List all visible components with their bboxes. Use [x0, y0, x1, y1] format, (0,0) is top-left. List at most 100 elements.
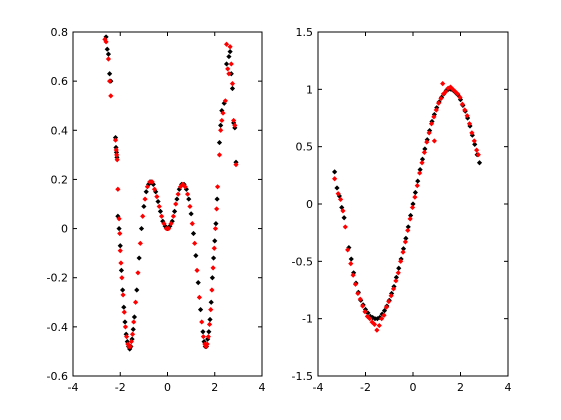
data-point [472, 141, 478, 147]
data-point [431, 114, 437, 120]
data-point [421, 149, 427, 155]
data-point [149, 179, 155, 185]
data-point [462, 107, 468, 113]
data-point [209, 287, 215, 293]
data-point [188, 211, 194, 217]
data-point [402, 239, 408, 245]
left-scatter-plot: -4 -2 0 2 4 -0.6 -0.4 -0.2 0 0.2 0.4 0.6 0.8 [47, 26, 266, 394]
x-tick-label: 4 [505, 381, 512, 394]
data-point [151, 186, 158, 192]
data-point [469, 130, 475, 136]
y-tick-label: 0 [61, 223, 68, 236]
data-point [184, 191, 191, 197]
y-tick-label: 0.2 [51, 173, 69, 186]
data-point [129, 331, 136, 337]
data-point [113, 147, 119, 153]
data-point [379, 316, 385, 322]
data-point [210, 255, 217, 261]
x-tick-label: 2 [211, 381, 218, 394]
data-point [182, 184, 188, 190]
data-point [117, 248, 123, 254]
data-point [117, 243, 123, 249]
data-point [125, 341, 131, 347]
data-point [371, 321, 378, 327]
data-point [357, 296, 363, 302]
data-point [227, 44, 233, 50]
data-point [173, 201, 179, 207]
data-point [194, 267, 200, 273]
data-point [405, 224, 411, 230]
data-point [142, 196, 148, 202]
data-point [208, 299, 214, 305]
data-point [464, 113, 470, 119]
data-point [116, 216, 122, 222]
data-point [156, 203, 162, 210]
data-point [192, 240, 198, 246]
data-point [426, 130, 432, 136]
x-tick-label: -4 [313, 381, 324, 394]
data-point [116, 225, 122, 232]
data-point [431, 138, 437, 144]
data-point [122, 319, 128, 325]
data-point [114, 152, 120, 158]
data-point [341, 215, 347, 221]
data-point [216, 139, 223, 146]
y-tick-label: -0.6 [47, 370, 68, 383]
data-point [190, 230, 197, 237]
data-point [417, 167, 423, 173]
data-point [369, 319, 375, 325]
data-point [200, 329, 206, 335]
data-point [227, 49, 233, 55]
data-point [226, 53, 232, 60]
data-point [364, 313, 370, 319]
data-point [408, 212, 414, 219]
data-point [175, 191, 181, 197]
data-point [474, 147, 480, 153]
data-point [352, 281, 359, 287]
data-point [128, 339, 134, 345]
y-tick-label: 0.6 [51, 75, 69, 88]
data-point [104, 46, 110, 52]
data-point [208, 307, 214, 313]
data-point [133, 299, 139, 305]
data-point [409, 204, 416, 211]
data-point [337, 196, 344, 203]
data-point [393, 274, 399, 280]
data-point [127, 343, 133, 350]
data-point [422, 146, 428, 152]
data-point [440, 81, 446, 87]
series-red [102, 36, 239, 350]
right-scatter-plot: -4 -2 0 2 4 -1.5 -1 -0.5 0 0.5 1 1.5 [292, 26, 512, 394]
data-point [386, 298, 392, 305]
data-point [360, 303, 366, 309]
data-point [209, 275, 215, 281]
data-point [226, 71, 232, 77]
y-tick-label: 0.5 [296, 141, 314, 154]
data-point [112, 137, 119, 143]
x-tick-label: 2 [457, 381, 464, 394]
data-point [381, 308, 388, 314]
data-point [225, 66, 231, 72]
data-point [122, 324, 129, 330]
data-point [455, 91, 461, 97]
data-point [471, 138, 477, 144]
data-point [196, 294, 202, 300]
data-point [443, 89, 449, 95]
data-point [396, 265, 402, 271]
data-point [107, 78, 113, 84]
data-point [348, 256, 354, 262]
plot-area [72, 31, 263, 377]
data-point [129, 336, 135, 342]
data-point [214, 206, 220, 212]
y-tick-label: 1 [306, 83, 313, 96]
x-tick-label: 0 [164, 381, 171, 394]
data-point [403, 235, 409, 241]
data-point [410, 201, 416, 207]
y-tick-label: -1.5 [292, 370, 313, 383]
data-point [381, 312, 387, 318]
data-point [174, 196, 180, 202]
y-tick-label: 0.4 [51, 124, 69, 137]
data-point [168, 221, 174, 227]
data-point [213, 221, 219, 227]
data-point [105, 51, 112, 57]
